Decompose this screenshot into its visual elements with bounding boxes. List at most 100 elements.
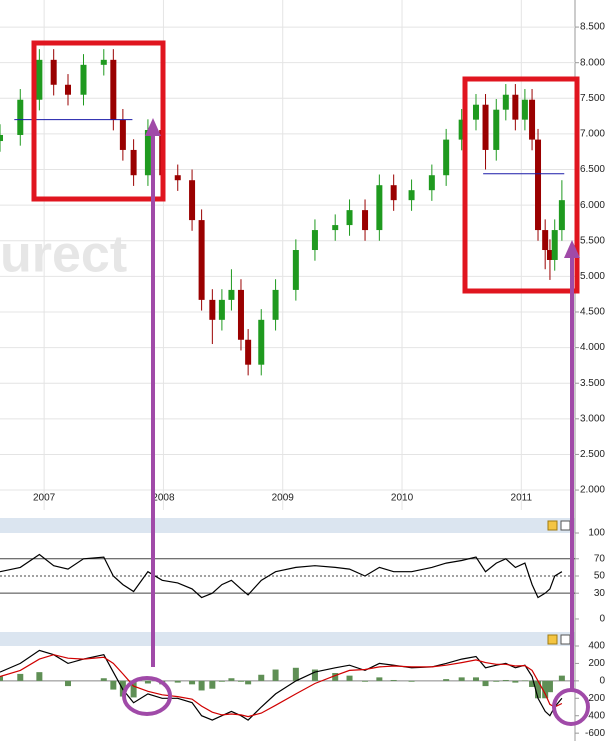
circle-mark — [552, 688, 590, 726]
candle-body — [292, 250, 299, 290]
indicator-line — [0, 553, 563, 599]
y-tick-label: 8.500 — [580, 22, 605, 33]
highlight-box — [31, 40, 166, 202]
histogram-bar — [36, 672, 43, 681]
candle-body — [189, 180, 196, 221]
x-tick-label: 2008 — [152, 493, 175, 504]
histogram-bar — [546, 680, 553, 693]
rsi-header — [0, 518, 575, 533]
y-tick-label: 4.500 — [580, 307, 605, 318]
close-icon[interactable] — [560, 634, 571, 645]
candle-body — [198, 220, 205, 300]
y-tick-label: -400 — [585, 710, 605, 721]
y-tick-label: 400 — [588, 641, 605, 652]
y-tick-label: 100 — [588, 528, 605, 539]
candle-body — [542, 230, 549, 251]
y-tick-label: 3.500 — [580, 378, 605, 389]
histogram-bar — [408, 680, 415, 682]
histogram-bar — [272, 669, 279, 681]
histogram-bar — [472, 677, 479, 681]
histogram-bar — [443, 679, 450, 681]
candle-body — [443, 139, 450, 176]
candle-body — [529, 99, 536, 140]
histogram-bar — [17, 673, 24, 681]
histogram-bar — [144, 680, 151, 684]
histogram-bar — [130, 680, 137, 698]
settings-icon[interactable] — [547, 520, 558, 531]
candle-body — [428, 175, 435, 191]
histogram-bar — [332, 673, 339, 681]
candle-body — [390, 185, 397, 201]
candle-body — [558, 200, 565, 231]
histogram-bar — [482, 680, 489, 687]
candle-body — [472, 104, 479, 120]
candle-body — [36, 59, 43, 100]
histogram-bar — [237, 680, 244, 682]
histogram-bar — [529, 680, 536, 687]
close-icon[interactable] — [560, 520, 571, 531]
histogram-bar — [198, 680, 205, 691]
candle-body — [0, 134, 3, 142]
histogram-bar — [535, 680, 542, 699]
histogram-bar — [376, 677, 383, 681]
x-tick-label: 2010 — [391, 493, 414, 504]
macd-header — [0, 632, 575, 646]
indicator-line — [0, 654, 563, 718]
y-tick-label: -200 — [585, 693, 605, 704]
candle-body — [408, 190, 415, 201]
candle-body — [80, 64, 87, 95]
histogram-bar — [64, 680, 71, 687]
candle-body — [546, 250, 553, 260]
y-tick-label: 2.500 — [580, 449, 605, 460]
candle-body — [482, 104, 489, 150]
y-tick-label: 30 — [594, 588, 606, 599]
y-tick-label: 70 — [594, 553, 606, 564]
histogram-bar — [458, 677, 465, 681]
candle-body — [551, 230, 558, 260]
histogram-bar — [174, 680, 181, 683]
candle-body — [311, 230, 318, 251]
histogram-bar — [558, 675, 565, 681]
candle-body — [50, 59, 57, 85]
histogram-bar — [390, 679, 397, 681]
y-tick-label: 8.000 — [580, 57, 605, 68]
y-tick-label: 7.000 — [580, 129, 605, 140]
candle-body — [245, 339, 252, 365]
histogram-bar — [292, 667, 299, 681]
candle-body — [237, 289, 244, 340]
arrow-head — [145, 118, 161, 136]
y-tick-label: 0 — [599, 614, 605, 625]
candle-body — [332, 225, 339, 231]
candle-body — [218, 299, 225, 320]
candle-body — [100, 59, 107, 65]
annotations — [31, 40, 590, 726]
candle-body — [258, 319, 265, 365]
histogram-bar — [311, 669, 318, 681]
candle-body — [362, 210, 369, 231]
settings-icon[interactable] — [547, 634, 558, 645]
histogram-bar — [0, 676, 3, 681]
histogram-bar — [218, 680, 225, 682]
candle-body — [174, 175, 181, 181]
arrow-head — [564, 240, 580, 258]
candle-body — [130, 149, 137, 176]
histogram-bar — [512, 680, 519, 683]
x-tick-label: 2011 — [511, 493, 533, 504]
watermark: urect — [0, 226, 127, 284]
circle-mark — [122, 676, 172, 716]
histogram-bar — [189, 680, 196, 685]
histogram-bar — [362, 680, 369, 682]
histogram-bar — [502, 679, 509, 681]
candle-body — [144, 129, 151, 176]
y-tick-label: 5.000 — [580, 271, 605, 282]
candle-body — [64, 84, 71, 95]
candle-body — [272, 289, 279, 320]
histogram-bar — [258, 674, 265, 681]
y-tick-label: 50 — [594, 571, 606, 582]
candle-body — [346, 210, 353, 226]
histogram-bar — [100, 678, 107, 681]
histogram-bar — [346, 675, 353, 681]
candle-body — [228, 289, 235, 300]
y-tick-label: 6.500 — [580, 164, 605, 175]
